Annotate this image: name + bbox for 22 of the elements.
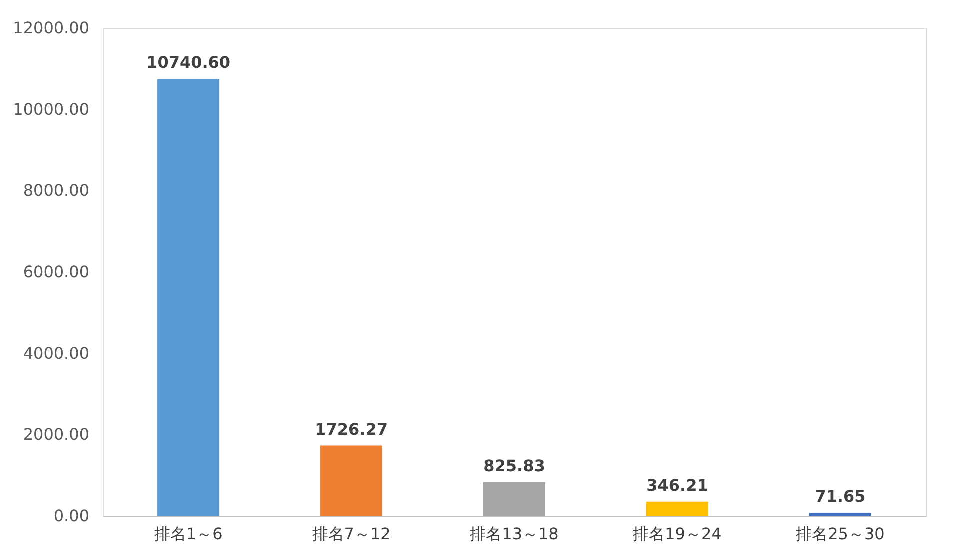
- x-tick-label: 排名19～24: [633, 524, 722, 544]
- y-tick-label: 2000.00: [23, 425, 90, 444]
- data-label: 1726.27: [315, 420, 388, 439]
- bar: [809, 513, 872, 516]
- bar: [158, 79, 220, 516]
- y-tick-label: 6000.00: [23, 262, 90, 282]
- y-tick-label: 10000.00: [13, 100, 90, 119]
- x-tick-label: 排名1～6: [154, 524, 223, 544]
- data-label: 825.83: [484, 456, 546, 476]
- data-label: 71.65: [815, 487, 866, 506]
- x-tick-label: 排名7～12: [312, 524, 391, 544]
- x-tick-label: 排名13～18: [470, 524, 559, 544]
- bar: [484, 482, 546, 516]
- y-tick-label: 12000.00: [13, 18, 90, 38]
- y-tick-label: 8000.00: [23, 181, 90, 200]
- bar: [646, 502, 708, 516]
- data-label: 10740.60: [146, 53, 231, 72]
- y-tick-label: 4000.00: [23, 344, 90, 363]
- bar: [320, 446, 383, 516]
- y-tick-label: 0.00: [54, 506, 90, 526]
- data-label: 346.21: [646, 476, 708, 495]
- x-tick-label: 排名25～30: [796, 524, 885, 544]
